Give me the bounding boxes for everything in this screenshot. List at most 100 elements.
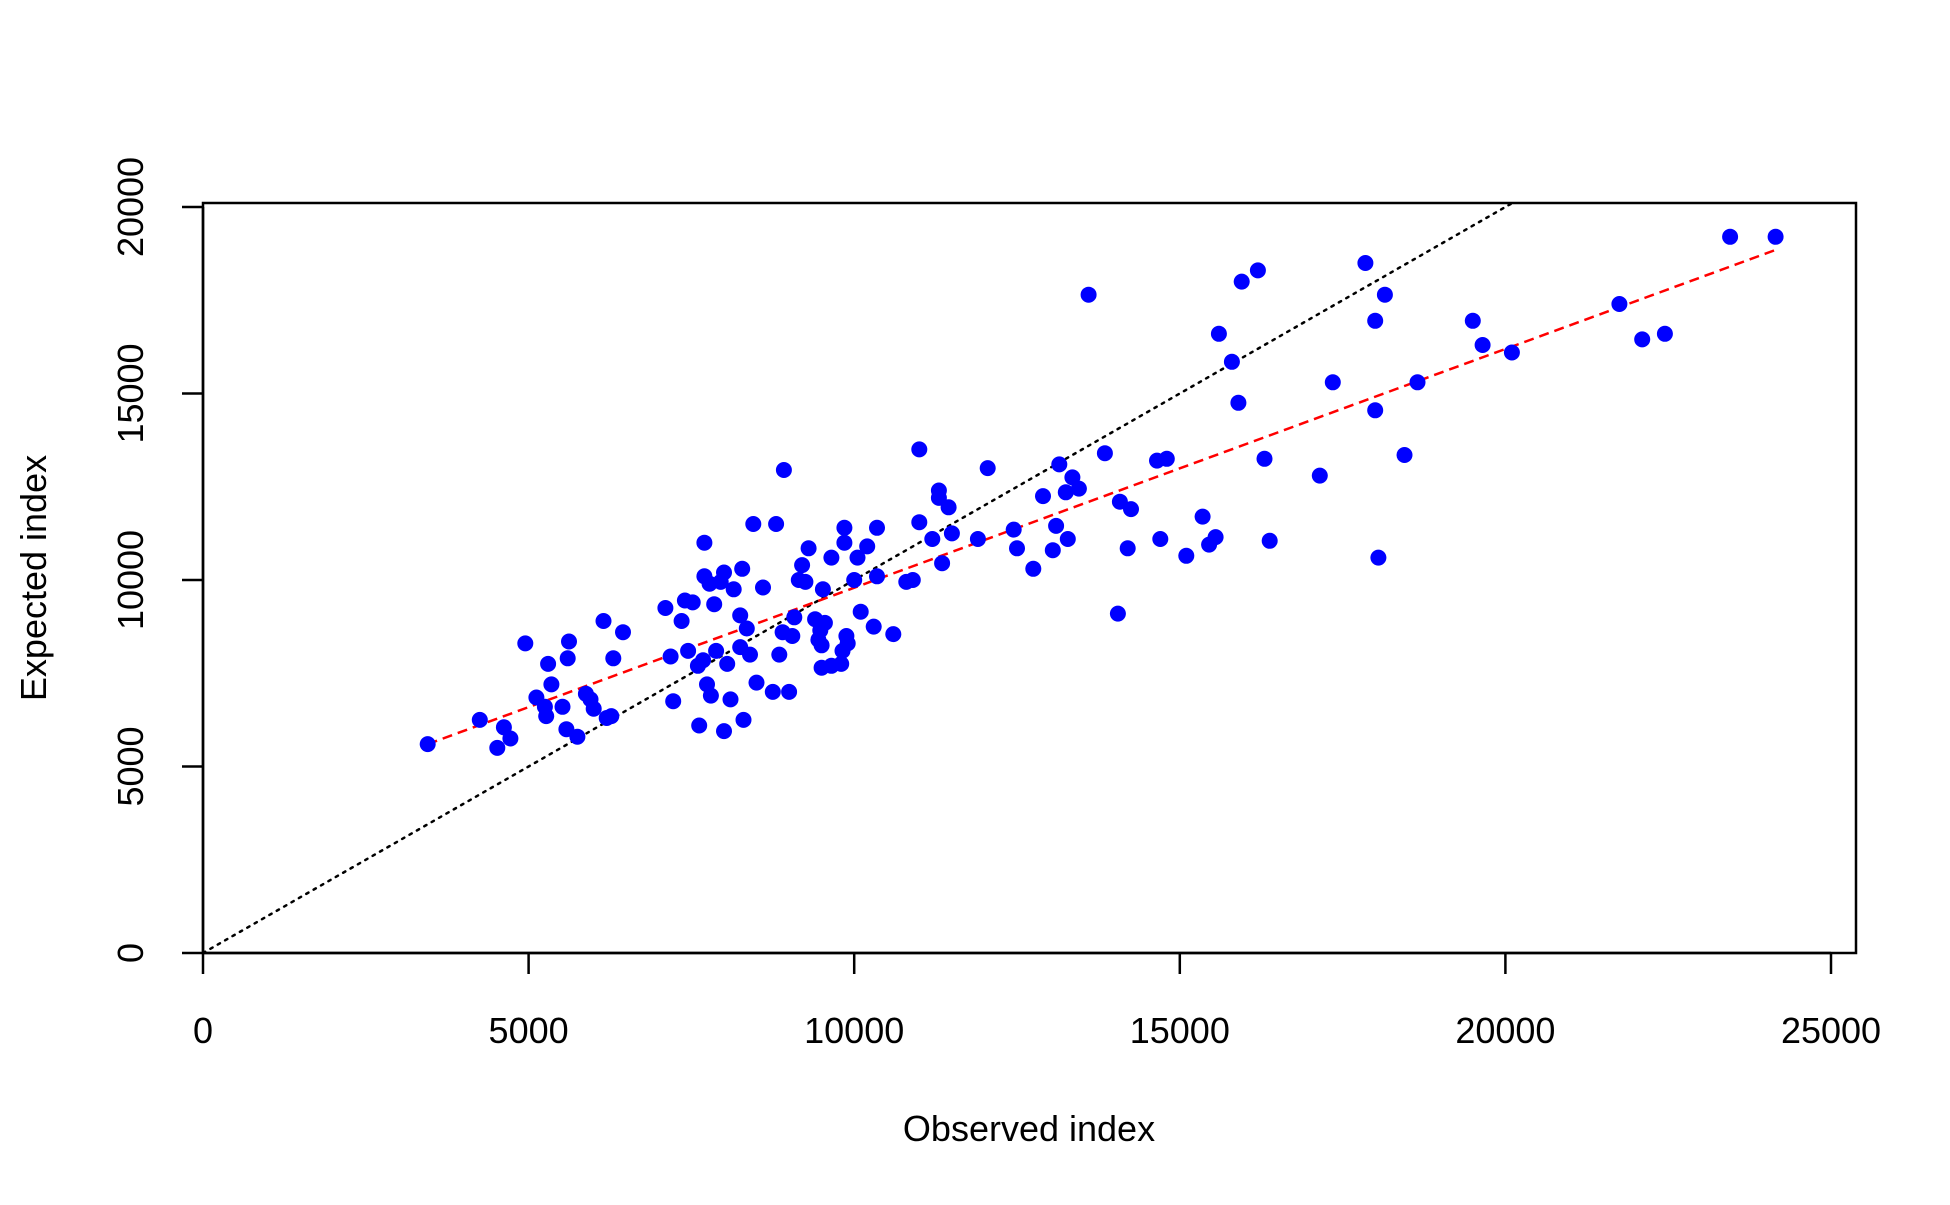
x-tick-label: 10000 <box>804 1010 904 1051</box>
scatter-point <box>1464 312 1481 329</box>
scatter-point <box>615 624 631 641</box>
data-points <box>419 228 1784 756</box>
scatter-point <box>852 603 869 620</box>
scatter-point <box>735 711 752 728</box>
scatter-point <box>943 525 960 542</box>
reference-lines <box>203 203 1777 953</box>
scatter-point <box>1722 228 1739 245</box>
scatter-point <box>969 531 986 547</box>
scatter-point <box>665 693 682 710</box>
scatter-point <box>836 519 853 536</box>
scatter-point <box>1025 560 1042 577</box>
scatter-point <box>755 579 771 596</box>
scatter-point <box>849 549 866 566</box>
y-axis-label: Expected index <box>13 455 54 701</box>
scatter-point <box>885 626 902 643</box>
scatter-point <box>662 648 679 665</box>
scatter-point <box>1178 547 1195 564</box>
scatter-point <box>781 683 798 700</box>
scatter-point <box>1233 273 1250 290</box>
scatter-point <box>595 613 612 629</box>
scatter-point <box>1070 480 1087 497</box>
scatter-point <box>680 642 697 659</box>
x-tick-label: 20000 <box>1455 1010 1555 1051</box>
y-axis: 0 5000 10000 15000 20000 <box>110 157 205 963</box>
scatter-point <box>911 441 928 458</box>
scatter-point <box>839 635 856 652</box>
scatter-point <box>859 538 876 555</box>
x-tick-label: 25000 <box>1781 1010 1881 1051</box>
scatter-point <box>823 549 840 566</box>
scatter-point <box>538 708 555 725</box>
scatter-point <box>1324 374 1341 391</box>
scatter-point <box>816 614 833 631</box>
scatter-point <box>940 499 957 516</box>
scatter-point <box>1059 531 1076 547</box>
scatter-point <box>745 516 762 532</box>
scatter-point <box>865 618 882 635</box>
identity-line <box>203 203 1514 953</box>
scatter-point <box>846 572 863 588</box>
y-tick-label: 20000 <box>110 157 151 257</box>
scatter-point <box>1223 353 1240 370</box>
plot-frame <box>201 201 1858 955</box>
scatter-point <box>605 650 622 667</box>
scatter-point <box>657 600 674 616</box>
scatter-point <box>517 635 534 652</box>
scatter-point <box>716 723 732 740</box>
scatter-point <box>1376 286 1393 303</box>
scatter-point <box>904 572 921 588</box>
scatter-point <box>764 683 781 700</box>
scatter-point <box>1152 531 1169 547</box>
scatter-point <box>813 637 830 654</box>
x-tick-label: 0 <box>193 1010 213 1051</box>
scatter-point <box>1634 331 1651 348</box>
scatter-point <box>814 581 831 598</box>
scatter-point <box>1357 255 1374 271</box>
scatter-point <box>794 557 811 574</box>
scatter-point <box>1158 450 1175 467</box>
scatter-point <box>911 514 928 531</box>
scatter-point <box>1396 447 1413 463</box>
scatter-point <box>771 646 788 663</box>
scatter-point <box>1311 467 1328 484</box>
scatter-point <box>1249 262 1266 279</box>
scatter-point <box>585 700 602 717</box>
scatter-point <box>797 573 814 590</box>
x-axis-label: Observed index <box>903 1108 1155 1149</box>
scatter-point <box>722 691 739 708</box>
scatter-point <box>702 687 719 704</box>
scatter-point <box>1048 517 1065 534</box>
scatter-point <box>869 568 885 585</box>
scatter-point <box>708 642 725 659</box>
scatter-point <box>603 708 620 725</box>
scatter-point <box>1256 450 1273 467</box>
scatter-point <box>1656 325 1673 342</box>
scatter-point <box>1210 325 1227 342</box>
scatter-point <box>706 596 723 613</box>
scatter-point <box>1767 228 1784 245</box>
x-tick-label: 5000 <box>489 1010 569 1051</box>
scatter-point <box>1367 312 1384 329</box>
scatter-point <box>979 460 996 477</box>
scatter-point <box>1611 296 1628 312</box>
scatter-point <box>1261 532 1278 549</box>
scatter-point <box>732 607 749 624</box>
scatter-point <box>696 534 713 551</box>
scatter-point <box>775 462 792 478</box>
scatter-point <box>1080 286 1097 303</box>
scatter-point <box>1367 402 1384 419</box>
scatter-point <box>725 581 742 598</box>
scatter-point <box>719 655 736 672</box>
scatter-point <box>1051 456 1068 473</box>
scatter-point <box>924 531 941 547</box>
scatter-point <box>1119 540 1136 557</box>
scatter-point <box>1503 344 1520 361</box>
scatter-point <box>800 540 817 557</box>
scatter-point <box>716 564 732 581</box>
scatter-point <box>559 650 576 667</box>
scatter-point <box>543 676 560 693</box>
y-tick-label: 0 <box>110 943 151 963</box>
scatter-point <box>673 613 690 629</box>
